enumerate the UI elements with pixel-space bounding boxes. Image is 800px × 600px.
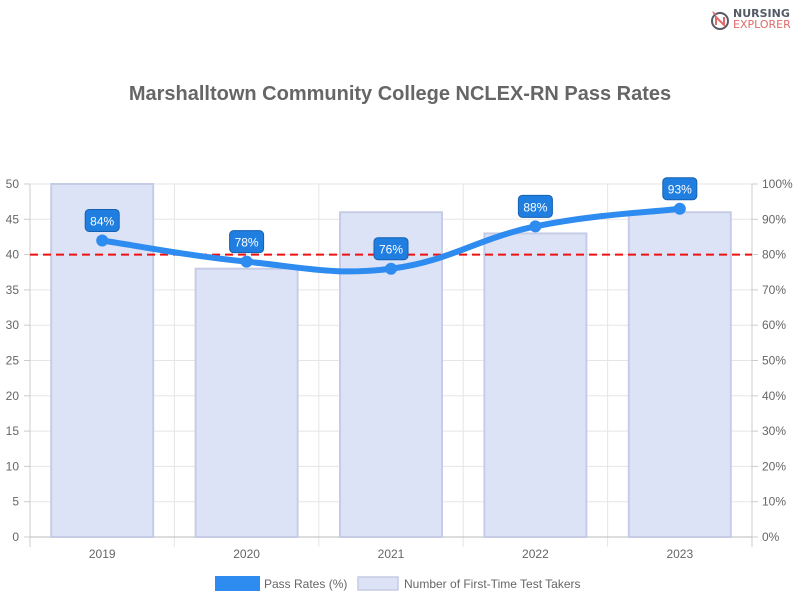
legend-swatch-pass-rates [215, 576, 260, 591]
data-label-box [517, 194, 553, 218]
right-tick-label: 20% [762, 459, 786, 473]
legend-label: Pass Rates (%) [264, 577, 347, 591]
left-tick-label: 30 [6, 318, 20, 332]
bar [627, 211, 732, 539]
data-label: 88% [523, 200, 547, 214]
x-tick-label: 2023 [666, 547, 693, 561]
right-tick-label: 100% [762, 177, 793, 191]
data-point [240, 255, 253, 268]
legend-label: Number of First-Time Test Takers [404, 577, 580, 591]
right-tick-label: 30% [762, 424, 786, 438]
right-tick-label: 80% [762, 248, 786, 262]
data-point [673, 202, 686, 215]
x-tick-label: 2019 [89, 547, 116, 561]
left-tick-label: 15 [6, 424, 20, 438]
right-tick-label: 90% [762, 212, 786, 226]
left-tick-label: 35 [6, 283, 20, 297]
x-tick-label: 2021 [378, 547, 405, 561]
left-tick-label: 45 [6, 212, 20, 226]
data-label: 84% [90, 214, 114, 228]
chart-title: Marshalltown Community College NCLEX-RN … [129, 83, 671, 105]
left-tick-label: 25 [6, 354, 20, 368]
right-tick-label: 10% [762, 495, 786, 509]
legend-swatch-test-takers [357, 576, 399, 591]
left-tick-label: 0 [12, 530, 19, 544]
data-point [529, 220, 542, 233]
data-point [385, 262, 397, 275]
data-label: 78% [235, 236, 259, 250]
right-tick-label: 0% [762, 530, 780, 544]
bar [483, 232, 588, 538]
x-tick-label: 2020 [233, 547, 260, 561]
right-tick-label: 70% [762, 283, 786, 297]
left-tick-label: 50 [6, 177, 20, 191]
left-tick-label: 40 [6, 248, 20, 262]
right-tick-label: 50% [762, 354, 786, 368]
data-point [96, 234, 109, 247]
left-tick-label: 20 [6, 389, 20, 403]
data-label-box [84, 208, 120, 232]
x-tick-label: 2022 [522, 547, 549, 561]
data-label-box [373, 237, 409, 261]
left-tick-label: 10 [6, 459, 20, 473]
data-label: 76% [379, 243, 403, 257]
data-label-box [662, 177, 698, 201]
left-tick-label: 5 [12, 495, 19, 509]
nursing-explorer-logo-icon [711, 11, 729, 30]
right-tick-label: 60% [762, 318, 786, 332]
right-tick-label: 40% [762, 389, 786, 403]
bar [194, 267, 299, 538]
data-label: 93% [668, 183, 692, 197]
logo: NURSING EXPLORER [710, 8, 791, 30]
data-label-box [229, 230, 265, 254]
